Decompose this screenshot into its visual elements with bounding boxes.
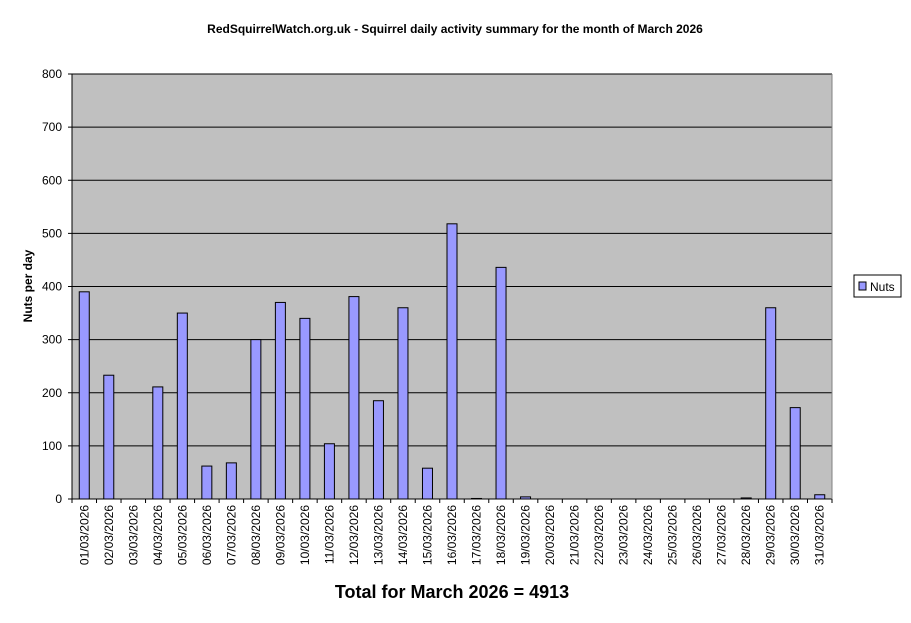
x-tick-label: 09/03/2026 [273,505,287,565]
legend-label-nuts: Nuts [870,280,895,294]
legend-box [853,274,902,298]
x-tick-label: 10/03/2026 [298,505,312,565]
bar-15/03/2026 [421,467,433,500]
x-tick-label: 21/03/2026 [568,505,582,565]
bar-07/03/2026 [225,462,237,500]
y-tick-label: 200 [42,386,62,400]
bar-10/03/2026 [299,317,311,500]
x-tick-label: 07/03/2026 [224,505,238,565]
bar-30/03/2026 [789,407,801,500]
bar-13/03/2026 [372,400,384,500]
x-tick-label: 20/03/2026 [543,505,557,565]
x-tick-label: 30/03/2026 [788,505,802,565]
bar-18/03/2026 [495,266,507,500]
x-tick-label: 03/03/2026 [126,505,140,565]
y-tick-label: 100 [42,439,62,453]
y-tick-label: 400 [42,280,62,294]
x-tick-label: 08/03/2026 [249,505,263,565]
x-tick-label: 15/03/2026 [420,505,434,565]
bar-11/03/2026 [323,443,335,500]
x-axis-label-total: Total for March 2026 = 4913 [335,582,569,602]
x-tick-label: 22/03/2026 [592,505,606,565]
x-tick-label: 31/03/2026 [813,505,827,565]
x-tick-label: 28/03/2026 [739,505,753,565]
y-tick-label: 300 [42,333,62,347]
x-tick-label: 24/03/2026 [641,505,655,565]
y-tick-label: 0 [55,492,62,506]
bar-29/03/2026 [765,307,777,500]
bar-08/03/2026 [250,339,262,500]
x-tick-label: 18/03/2026 [494,505,508,565]
x-tick-label: 14/03/2026 [396,505,410,565]
bar-09/03/2026 [274,301,286,500]
x-tick-label: 25/03/2026 [666,505,680,565]
x-tick-label: 02/03/2026 [102,505,116,565]
bar-04/03/2026 [152,386,164,500]
y-tick-label: 500 [42,226,62,240]
bar-01/03/2026 [78,291,90,500]
x-tick-label: 29/03/2026 [764,505,778,565]
x-tick-label: 13/03/2026 [371,505,385,565]
bar-02/03/2026 [103,374,115,500]
bar-12/03/2026 [348,296,360,500]
x-tick-label: 23/03/2026 [617,505,631,565]
x-tick-label: 12/03/2026 [347,505,361,565]
bar-16/03/2026 [446,223,458,500]
legend-swatch-nuts [858,281,867,291]
x-tick-label: 19/03/2026 [519,505,533,565]
bar-31/03/2026 [814,494,826,500]
y-axis-label: Nuts per day [21,249,35,322]
y-tick-label: 800 [42,67,62,81]
x-tick-label: 11/03/2026 [322,505,336,564]
bar-05/03/2026 [176,312,188,500]
x-tick-label: 01/03/2026 [77,505,91,565]
x-tick-label: 16/03/2026 [445,505,459,565]
x-tick-label: 05/03/2026 [175,505,189,565]
x-tick-label: 26/03/2026 [690,505,704,565]
chart-title: RedSquirrelWatch.org.uk - Squirrel daily… [207,22,703,36]
x-tick-label: 27/03/2026 [715,505,729,565]
x-tick-label: 06/03/2026 [200,505,214,565]
bar-06/03/2026 [201,465,213,500]
x-tick-label: 17/03/2026 [470,505,484,565]
y-tick-label: 700 [42,120,62,134]
bar-14/03/2026 [397,307,409,500]
y-tick-label: 600 [42,173,62,187]
x-tick-label: 04/03/2026 [151,505,165,565]
legend: Nuts [853,274,902,298]
